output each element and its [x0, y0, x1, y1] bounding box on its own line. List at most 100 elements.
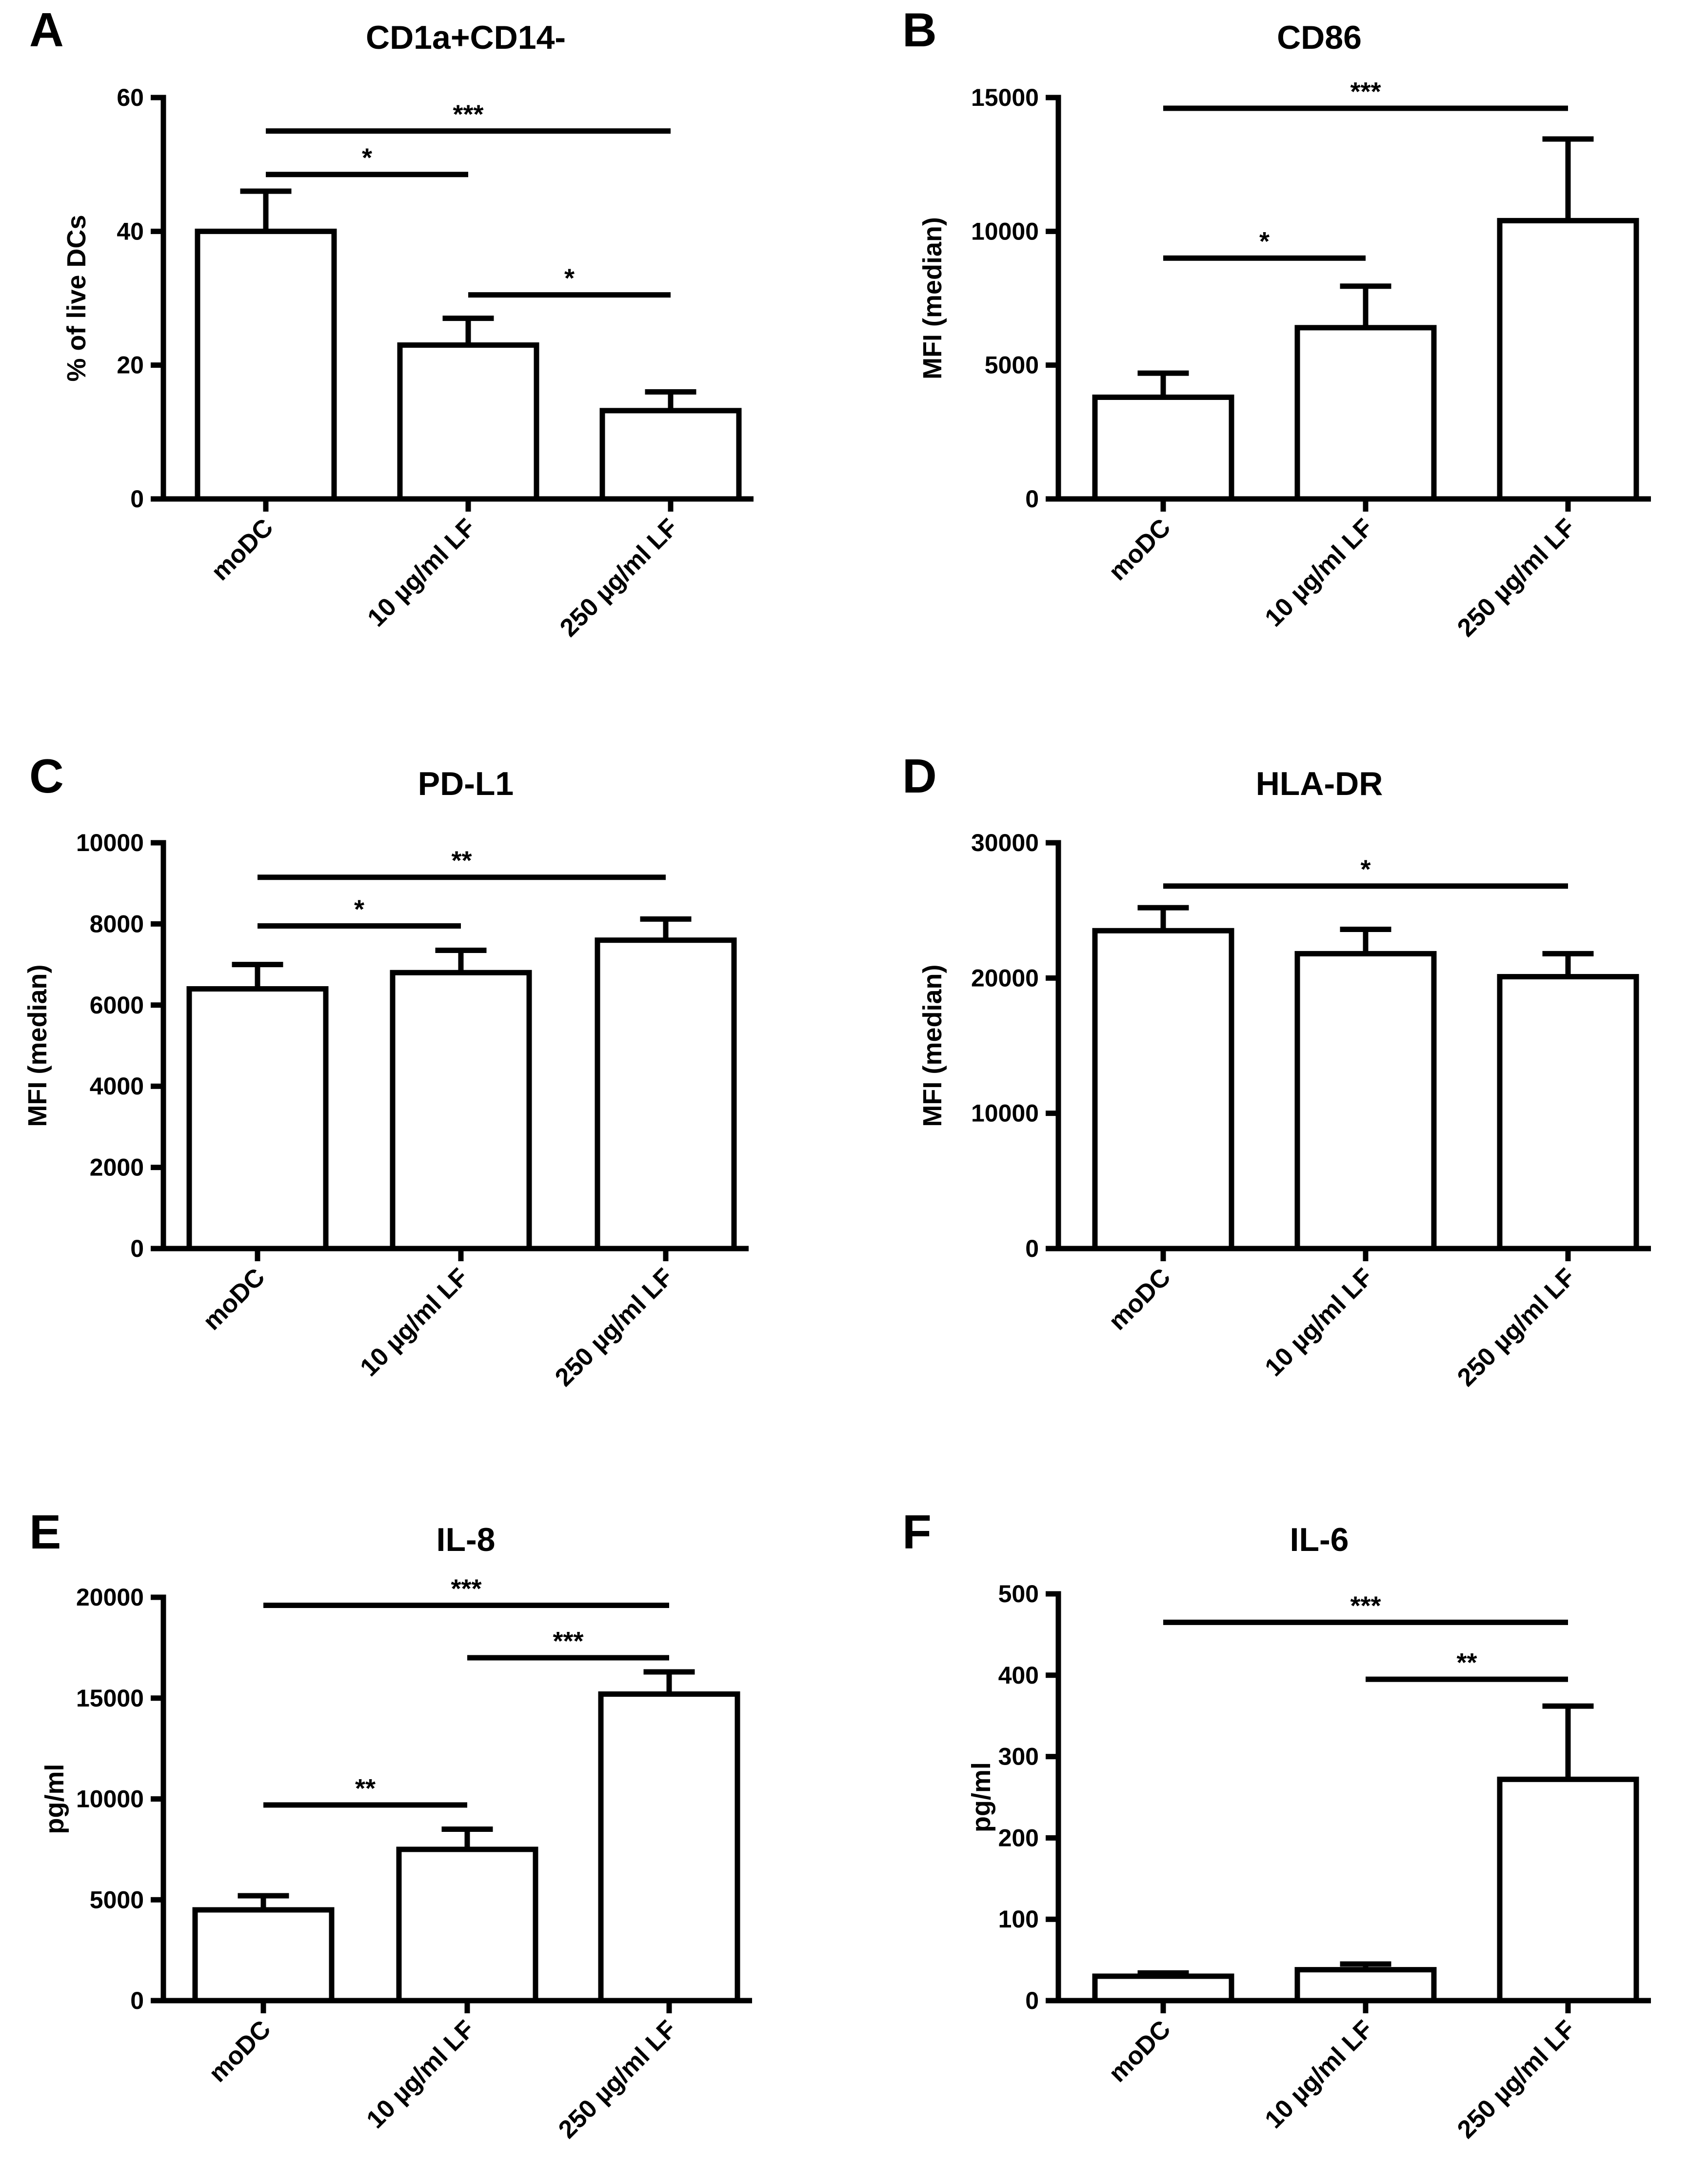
- y-axis-label: MFI (median): [23, 965, 52, 1127]
- panel-c: C PD-L1 MFI (median) 0 2000 4000 6000 8000 10000…: [23, 749, 749, 1392]
- x-category-label: 10 µg/ml LF: [361, 2015, 480, 2134]
- y-tick-label: 15000: [971, 84, 1039, 111]
- y-axis-label: MFI (median): [918, 217, 947, 379]
- bar: [195, 228, 337, 502]
- significance-label: ***: [451, 1574, 481, 1604]
- y-tick-label: 2000: [90, 1154, 144, 1181]
- x-category-label: moDC: [206, 513, 278, 586]
- bar: [1497, 218, 1639, 502]
- panel-letter: D: [902, 749, 937, 803]
- bar: [192, 1907, 335, 2004]
- bar: [1497, 974, 1639, 1251]
- y-tick-label: 200: [998, 1824, 1039, 1851]
- y-tick-label: 8000: [90, 910, 144, 937]
- x-category-label: 250 µg/ml LF: [555, 513, 683, 642]
- x-category-label: 10 µg/ml LF: [1259, 1263, 1378, 1382]
- significance-label: ***: [453, 100, 483, 129]
- bar: [1294, 325, 1437, 502]
- x-category-label: 250 µg/ml LF: [1452, 513, 1581, 642]
- y-tick-label: 0: [130, 1235, 144, 1262]
- y-tick-label: 5000: [90, 1886, 144, 1913]
- y-axis-label: pg/ml: [967, 1762, 996, 1832]
- y-tick-label: 0: [1025, 485, 1039, 513]
- panel-letter: A: [29, 3, 64, 57]
- bar: [186, 986, 329, 1251]
- chart-title: HLA-DR: [1256, 765, 1383, 802]
- x-category-label: 10 µg/ml LF: [1259, 2015, 1378, 2134]
- bar: [1092, 1973, 1234, 2004]
- bar: [1294, 1967, 1437, 2004]
- y-tick-label: 400: [998, 1662, 1039, 1689]
- chart-title: IL-8: [437, 1521, 496, 1558]
- panel-letter: C: [29, 749, 64, 803]
- bar: [390, 970, 532, 1251]
- panel-e: E IL-8 pg/ml 0 5000 10000 15000 20000 moDC 10 µg/…: [29, 1505, 752, 2144]
- y-tick-label: 60: [117, 84, 144, 111]
- panel-f: F IL-6 pg/ml 0 100 200 300 400 500 moDC 10 µg/ml L…: [902, 1505, 1651, 2144]
- chart-title: IL-6: [1290, 1521, 1349, 1558]
- bar: [396, 1846, 538, 2004]
- y-tick-label: 0: [1025, 1987, 1039, 2014]
- y-tick-label: 0: [130, 1987, 144, 2014]
- significance-label: *: [362, 143, 372, 173]
- bar: [1294, 951, 1437, 1251]
- significance-label: *: [1360, 855, 1370, 884]
- x-category-label: 250 µg/ml LF: [1452, 2015, 1581, 2144]
- y-tick-label: 6000: [90, 992, 144, 1019]
- significance-label: ***: [1350, 1591, 1381, 1620]
- y-tick-label: 10000: [971, 1100, 1039, 1127]
- significance-label: **: [355, 1774, 376, 1803]
- panel-b: B CD86 MFI (median) 0 5000 10000 15000 moDC 10 µ…: [902, 3, 1651, 642]
- panel-letter: E: [29, 1505, 61, 1559]
- y-axis-label: MFI (median): [918, 965, 947, 1127]
- significance-label: *: [354, 895, 364, 924]
- y-tick-label: 300: [998, 1743, 1039, 1770]
- x-category-label: moDC: [198, 1263, 270, 1335]
- bar: [595, 937, 737, 1251]
- bar: [397, 342, 539, 502]
- y-tick-label: 20000: [971, 964, 1039, 992]
- bar: [1092, 928, 1234, 1251]
- y-tick-label: 10000: [76, 829, 144, 856]
- y-tick-label: 20000: [76, 1584, 144, 1611]
- significance-label: *: [1259, 227, 1270, 256]
- y-tick-label: 15000: [76, 1685, 144, 1712]
- panel-a: A CD1a+CD14- % of live DCs 0 20 40 60 moDC 10 µg…: [29, 3, 754, 642]
- y-axis-label: % of live DCs: [62, 215, 91, 381]
- chart-title: CD86: [1277, 19, 1362, 56]
- x-category-label: 250 µg/ml LF: [1452, 1263, 1581, 1391]
- x-category-label: 10 µg/ml LF: [355, 1263, 474, 1382]
- y-tick-label: 5000: [985, 352, 1039, 379]
- bar: [1497, 1776, 1639, 2004]
- y-tick-label: 100: [998, 1906, 1039, 1933]
- y-tick-label: 0: [130, 485, 144, 513]
- x-category-label: 10 µg/ml LF: [1259, 513, 1378, 632]
- panel-letter: F: [902, 1505, 932, 1559]
- y-tick-label: 30000: [971, 829, 1039, 856]
- y-tick-label: 20: [117, 352, 144, 379]
- x-category-label: 250 µg/ml LF: [553, 2015, 682, 2144]
- significance-label: **: [451, 846, 472, 875]
- y-tick-label: 4000: [90, 1072, 144, 1100]
- x-category-label: 10 µg/ml LF: [362, 513, 481, 632]
- y-tick-label: 10000: [76, 1786, 144, 1813]
- bar: [598, 1691, 740, 2004]
- bar: [1092, 395, 1234, 502]
- y-tick-label: 0: [1025, 1235, 1039, 1262]
- y-tick-label: 10000: [971, 218, 1039, 245]
- significance-label: *: [564, 264, 575, 293]
- panel-d: D HLA-DR MFI (median) 0 10000 20000 30000 moDC 1…: [902, 749, 1651, 1392]
- x-category-label: moDC: [203, 2015, 276, 2087]
- y-tick-label: 40: [117, 218, 144, 245]
- significance-label: **: [1456, 1648, 1477, 1677]
- panel-letter: B: [902, 3, 937, 57]
- chart-title: PD-L1: [418, 765, 514, 802]
- x-category-label: moDC: [1103, 1263, 1176, 1335]
- x-category-label: moDC: [1103, 2015, 1176, 2087]
- significance-label: ***: [553, 1627, 583, 1656]
- x-category-label: 250 µg/ml LF: [550, 1263, 678, 1391]
- y-tick-label: 500: [998, 1580, 1039, 1608]
- y-axis-label: pg/ml: [40, 1764, 69, 1834]
- significance-label: ***: [1350, 77, 1381, 106]
